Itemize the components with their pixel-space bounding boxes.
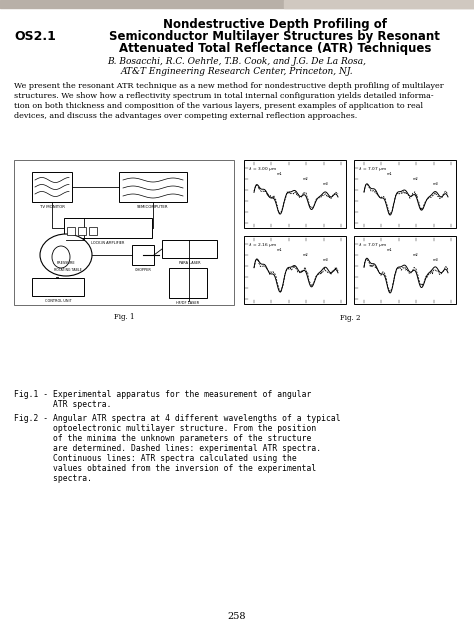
Text: 258: 258 — [228, 612, 246, 621]
Text: $\lambda$ = 3.00 $\mu$m: $\lambda$ = 3.00 $\mu$m — [248, 165, 277, 173]
Text: Nondestructive Depth Profiling of: Nondestructive Depth Profiling of — [163, 18, 387, 31]
Text: m2: m2 — [412, 177, 418, 181]
Bar — [14, 160, 234, 305]
Bar — [32, 278, 84, 296]
Text: Fig. 2: Fig. 2 — [340, 314, 360, 322]
Bar — [78, 227, 86, 235]
Text: CONTROL UNIT: CONTROL UNIT — [45, 299, 71, 303]
Bar — [119, 172, 187, 202]
Ellipse shape — [52, 246, 70, 268]
Text: m2: m2 — [302, 177, 308, 181]
Text: tion on both thickness and composition of the various layers, present examples o: tion on both thickness and composition o… — [14, 102, 423, 110]
Text: m2: m2 — [412, 253, 418, 257]
Text: $\lambda$ = 2.16 $\mu$m: $\lambda$ = 2.16 $\mu$m — [248, 241, 277, 249]
Bar — [0, 0, 474, 8]
Text: Fig.2 - Angular ATR spectra at 4 different wavelengths of a typical: Fig.2 - Angular ATR spectra at 4 differe… — [14, 414, 341, 423]
Text: Fig.1 - Experimental apparatus for the measurement of angular: Fig.1 - Experimental apparatus for the m… — [14, 390, 311, 399]
Text: are determined. Dashed lines: experimental ATR spectra.: are determined. Dashed lines: experiment… — [14, 444, 321, 453]
Text: m2: m2 — [302, 253, 308, 257]
Text: We present the resonant ATR technique as a new method for nondestructive depth p: We present the resonant ATR technique as… — [14, 82, 444, 90]
Text: SEMICOMPUTER: SEMICOMPUTER — [137, 205, 169, 209]
Bar — [169, 268, 207, 298]
Text: $\lambda$ = 7.07 $\mu$m: $\lambda$ = 7.07 $\mu$m — [358, 241, 387, 249]
Text: m3: m3 — [323, 182, 328, 186]
Text: HF/DF LASER: HF/DF LASER — [176, 301, 200, 305]
Bar — [32, 172, 72, 202]
Text: m1: m1 — [277, 248, 283, 252]
Bar — [244, 236, 346, 304]
Text: m1: m1 — [277, 172, 283, 176]
Text: OS2.1: OS2.1 — [14, 30, 56, 43]
Text: CHOPPER: CHOPPER — [135, 268, 151, 272]
Text: ATR spectra.: ATR spectra. — [14, 400, 111, 409]
Text: m3: m3 — [433, 182, 438, 186]
Bar — [244, 160, 346, 228]
Text: spectra.: spectra. — [14, 474, 92, 483]
Bar — [67, 227, 75, 235]
Bar — [132, 245, 154, 265]
Bar — [162, 240, 217, 258]
Text: m3: m3 — [433, 258, 438, 262]
Text: structures. We show how a reflectivity spectrum in total internal configuration : structures. We show how a reflectivity s… — [14, 92, 434, 100]
Bar — [89, 227, 97, 235]
Text: values obtained from the inversion of the experimental: values obtained from the inversion of th… — [14, 464, 316, 473]
Text: of the minima the unknown parameters of the structure: of the minima the unknown parameters of … — [14, 434, 311, 443]
Text: TV MONITOR: TV MONITOR — [39, 205, 64, 209]
Text: devices, and discuss the advantages over competing external reflection approache: devices, and discuss the advantages over… — [14, 112, 357, 120]
Text: Fig. 1: Fig. 1 — [114, 313, 134, 321]
Text: optoelectronic multilayer structure. From the position: optoelectronic multilayer structure. Fro… — [14, 424, 316, 433]
Bar — [354, 160, 456, 228]
Text: LOCK-IN AMPLIFIER: LOCK-IN AMPLIFIER — [91, 241, 125, 245]
Bar — [64, 218, 152, 238]
Text: AT&T Engineering Research Center, Princeton, NJ.: AT&T Engineering Research Center, Prince… — [121, 67, 353, 76]
Bar — [284, 0, 474, 8]
Text: m1: m1 — [387, 248, 392, 252]
Text: Attenuated Total Reflectance (ATR) Techniques: Attenuated Total Reflectance (ATR) Techn… — [118, 42, 431, 55]
Text: PRESSURE: PRESSURE — [57, 261, 75, 265]
Text: PARA LASER: PARA LASER — [179, 261, 201, 265]
Text: $\lambda$ = 7.07 $\mu$m: $\lambda$ = 7.07 $\mu$m — [358, 165, 387, 173]
Text: Semiconductor Multilayer Structures by Resonant: Semiconductor Multilayer Structures by R… — [109, 30, 440, 43]
Text: Continuous lines: ATR spectra calculated using the: Continuous lines: ATR spectra calculated… — [14, 454, 297, 463]
Text: m1: m1 — [387, 172, 392, 176]
Text: m3: m3 — [323, 258, 328, 262]
Text: ROTATING TABLE: ROTATING TABLE — [54, 268, 82, 272]
Bar — [354, 236, 456, 304]
Text: B. Bosacchi, R.C. Oehrle, T.B. Cook, and J.G. De La Rosa,: B. Bosacchi, R.C. Oehrle, T.B. Cook, and… — [108, 57, 366, 66]
Ellipse shape — [40, 234, 92, 276]
